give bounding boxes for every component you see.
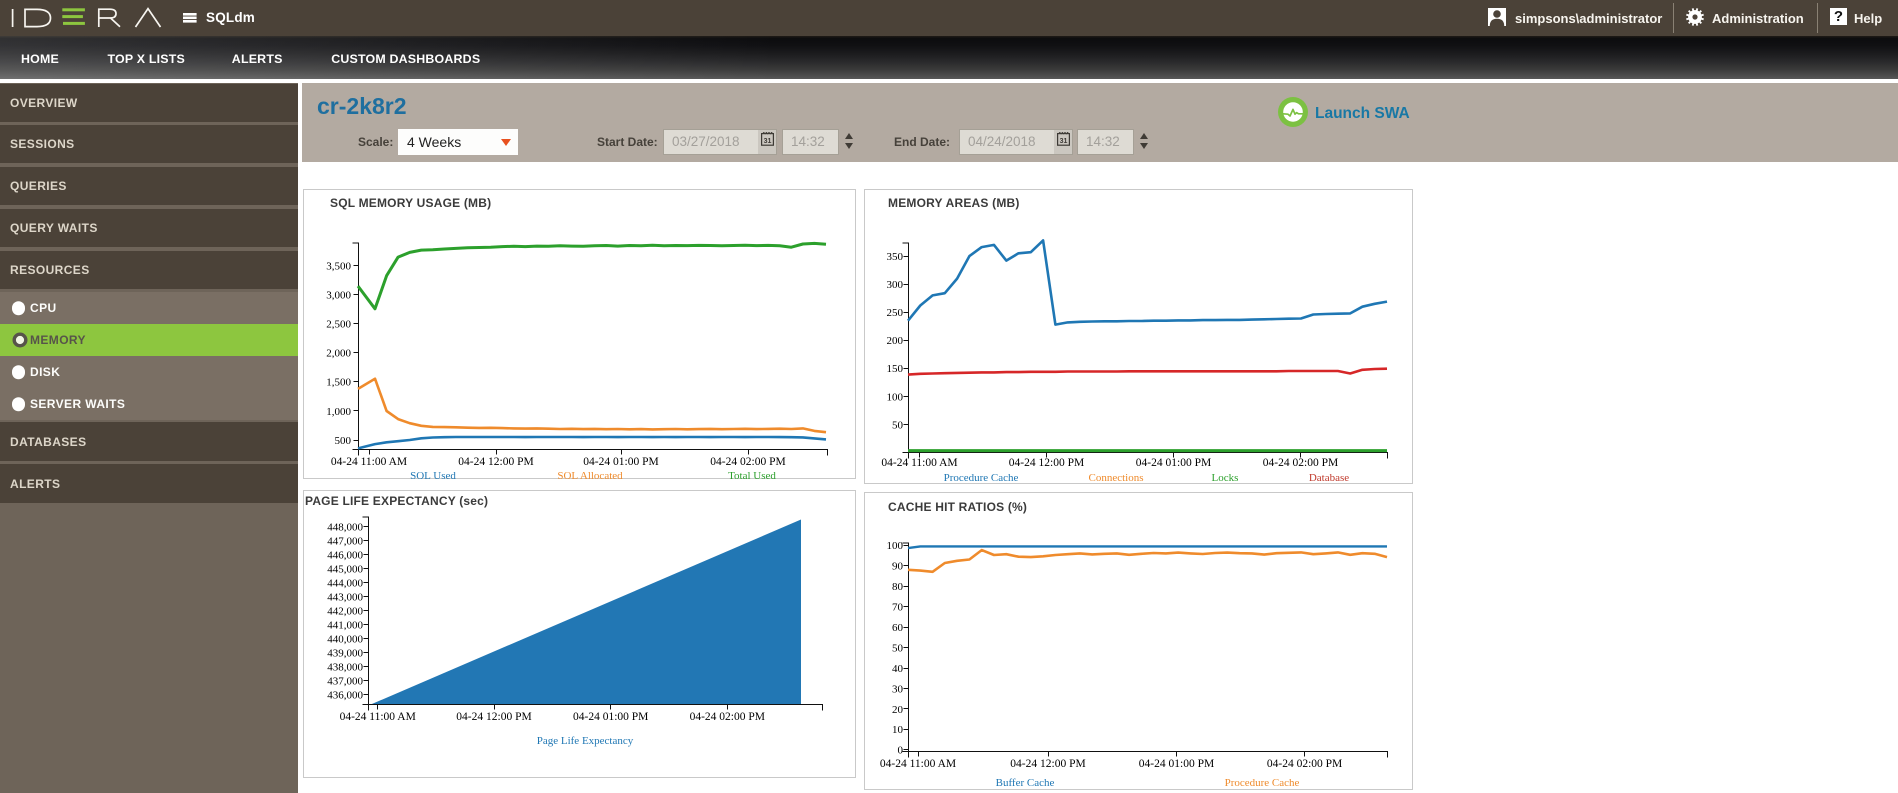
svg-text:CACHE HIT RATIOS (%): CACHE HIT RATIOS (%)	[888, 500, 1027, 514]
svg-text:150: 150	[887, 363, 904, 375]
svg-text:439,000: 439,000	[327, 648, 363, 660]
svg-text:PAGE LIFE EXPECTANCY (sec): PAGE LIFE EXPECTANCY (sec)	[305, 494, 488, 508]
svg-text:50: 50	[892, 642, 904, 654]
svg-text:3,500: 3,500	[326, 261, 351, 273]
svg-text:10: 10	[892, 724, 904, 736]
svg-text:442,000: 442,000	[327, 606, 363, 618]
svg-text:2,000: 2,000	[326, 348, 351, 360]
svg-text:31: 31	[763, 138, 771, 145]
svg-text:448,000: 448,000	[327, 522, 363, 534]
svg-text:31: 31	[1059, 138, 1067, 145]
svg-text:Locks: Locks	[1212, 472, 1239, 484]
svg-text:30: 30	[892, 683, 904, 695]
svg-text:04-24 12:00 PM: 04-24 12:00 PM	[1009, 457, 1084, 469]
svg-text:3,000: 3,000	[326, 290, 351, 302]
svg-text:438,000: 438,000	[327, 662, 363, 674]
svg-text:70: 70	[892, 601, 904, 613]
svg-text:Total Used: Total Used	[728, 470, 776, 479]
svg-text:447,000: 447,000	[327, 536, 363, 548]
svg-text:Database: Database	[1309, 472, 1349, 484]
svg-text:440,000: 440,000	[327, 634, 363, 646]
svg-text:04-24 11:00 AM: 04-24 11:00 AM	[881, 457, 957, 469]
svg-text:Page Life Expectancy: Page Life Expectancy	[537, 735, 634, 747]
svg-text:20: 20	[892, 704, 904, 716]
svg-text:80: 80	[892, 581, 904, 593]
svg-text:04-24 02:00 PM: 04-24 02:00 PM	[710, 456, 785, 468]
svg-text:200: 200	[887, 335, 904, 347]
svg-text:04-24 12:00 PM: 04-24 12:00 PM	[1010, 758, 1085, 770]
svg-text:441,000: 441,000	[327, 620, 363, 632]
svg-text:2,500: 2,500	[326, 319, 351, 331]
svg-text:Buffer Cache: Buffer Cache	[996, 777, 1055, 789]
svg-text:04-24 01:00 PM: 04-24 01:00 PM	[1136, 457, 1211, 469]
svg-text:90: 90	[892, 561, 904, 573]
svg-text:Connections: Connections	[1089, 472, 1144, 484]
svg-text:Procedure Cache: Procedure Cache	[944, 472, 1019, 484]
svg-text:50: 50	[892, 419, 904, 431]
svg-text:Procedure Cache: Procedure Cache	[1225, 777, 1300, 789]
svg-text:436,000: 436,000	[327, 689, 363, 701]
svg-text:SQL Allocated: SQL Allocated	[557, 470, 623, 479]
svg-text:04-24 11:00 AM: 04-24 11:00 AM	[331, 456, 407, 468]
svg-text:444,000: 444,000	[327, 578, 363, 590]
svg-text:SQL Used: SQL Used	[410, 470, 456, 479]
svg-text:437,000: 437,000	[327, 675, 363, 687]
svg-text:04-24 02:00 PM: 04-24 02:00 PM	[1267, 758, 1342, 770]
svg-text:500: 500	[335, 435, 352, 447]
svg-text:04-24 12:00 PM: 04-24 12:00 PM	[458, 456, 533, 468]
svg-text:445,000: 445,000	[327, 564, 363, 576]
svg-text:04-24 02:00 PM: 04-24 02:00 PM	[690, 711, 765, 723]
svg-text:100: 100	[887, 391, 904, 403]
svg-text:04-24 02:00 PM: 04-24 02:00 PM	[1263, 457, 1338, 469]
svg-text:04-24 11:00 AM: 04-24 11:00 AM	[340, 711, 416, 723]
svg-text:04-24 01:00 PM: 04-24 01:00 PM	[583, 456, 658, 468]
svg-text:250: 250	[887, 307, 904, 319]
svg-text:350: 350	[887, 251, 904, 263]
svg-text:60: 60	[892, 622, 904, 634]
svg-text:443,000: 443,000	[327, 592, 363, 604]
svg-text:0: 0	[898, 745, 904, 757]
svg-text:446,000: 446,000	[327, 550, 363, 562]
svg-text:SQL MEMORY USAGE (MB): SQL MEMORY USAGE (MB)	[330, 196, 491, 210]
svg-text:04-24 01:00 PM: 04-24 01:00 PM	[573, 711, 648, 723]
svg-text:1,500: 1,500	[326, 377, 351, 389]
svg-text:04-24 12:00 PM: 04-24 12:00 PM	[456, 711, 531, 723]
svg-text:100: 100	[887, 540, 904, 552]
svg-text:MEMORY AREAS (MB): MEMORY AREAS (MB)	[888, 196, 1020, 210]
svg-text:1,000: 1,000	[326, 406, 351, 418]
svg-text:04-24 11:00 AM: 04-24 11:00 AM	[880, 758, 956, 770]
svg-text:04-24 01:00 PM: 04-24 01:00 PM	[1139, 758, 1214, 770]
svg-text:40: 40	[892, 663, 904, 675]
svg-text:300: 300	[887, 279, 904, 291]
